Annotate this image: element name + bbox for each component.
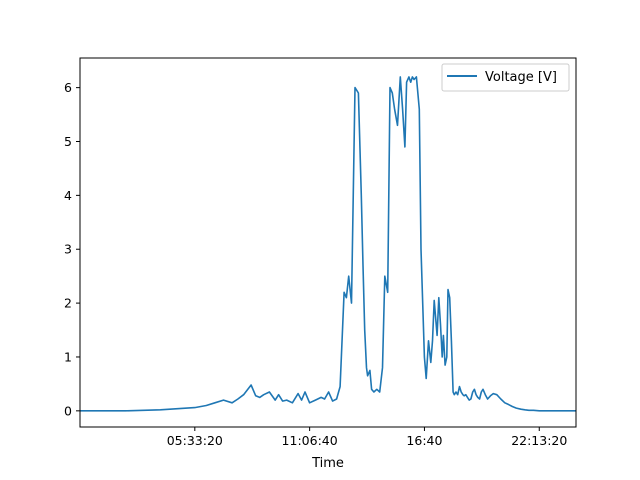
x-tick-label: 22:13:20 (511, 433, 567, 448)
y-tick-label: 6 (64, 80, 72, 95)
x-tick-label: 16:40 (406, 433, 442, 448)
legend: Voltage [V] (441, 63, 570, 92)
y-tick-label: 0 (64, 403, 72, 418)
y-tick-label: 2 (64, 296, 72, 311)
legend-label: Voltage [V] (485, 70, 557, 85)
y-axis: 0 1 2 3 4 5 6 (64, 80, 80, 418)
series-line-voltage (80, 76, 576, 412)
y-tick-label: 5 (64, 134, 72, 149)
plot-frame (79, 57, 577, 428)
x-tick-label: 05:33:20 (167, 433, 223, 448)
x-axis: 05:33:20 11:06:40 16:40 22:13:20 (167, 427, 567, 448)
y-tick-label: 3 (64, 242, 72, 257)
series-layer (80, 76, 576, 412)
y-tick-label: 1 (64, 349, 72, 364)
x-axis-title: Time (311, 456, 344, 471)
legend-box (441, 63, 570, 92)
y-tick-label: 4 (64, 188, 72, 203)
x-tick-label: 11:06:40 (282, 433, 338, 448)
